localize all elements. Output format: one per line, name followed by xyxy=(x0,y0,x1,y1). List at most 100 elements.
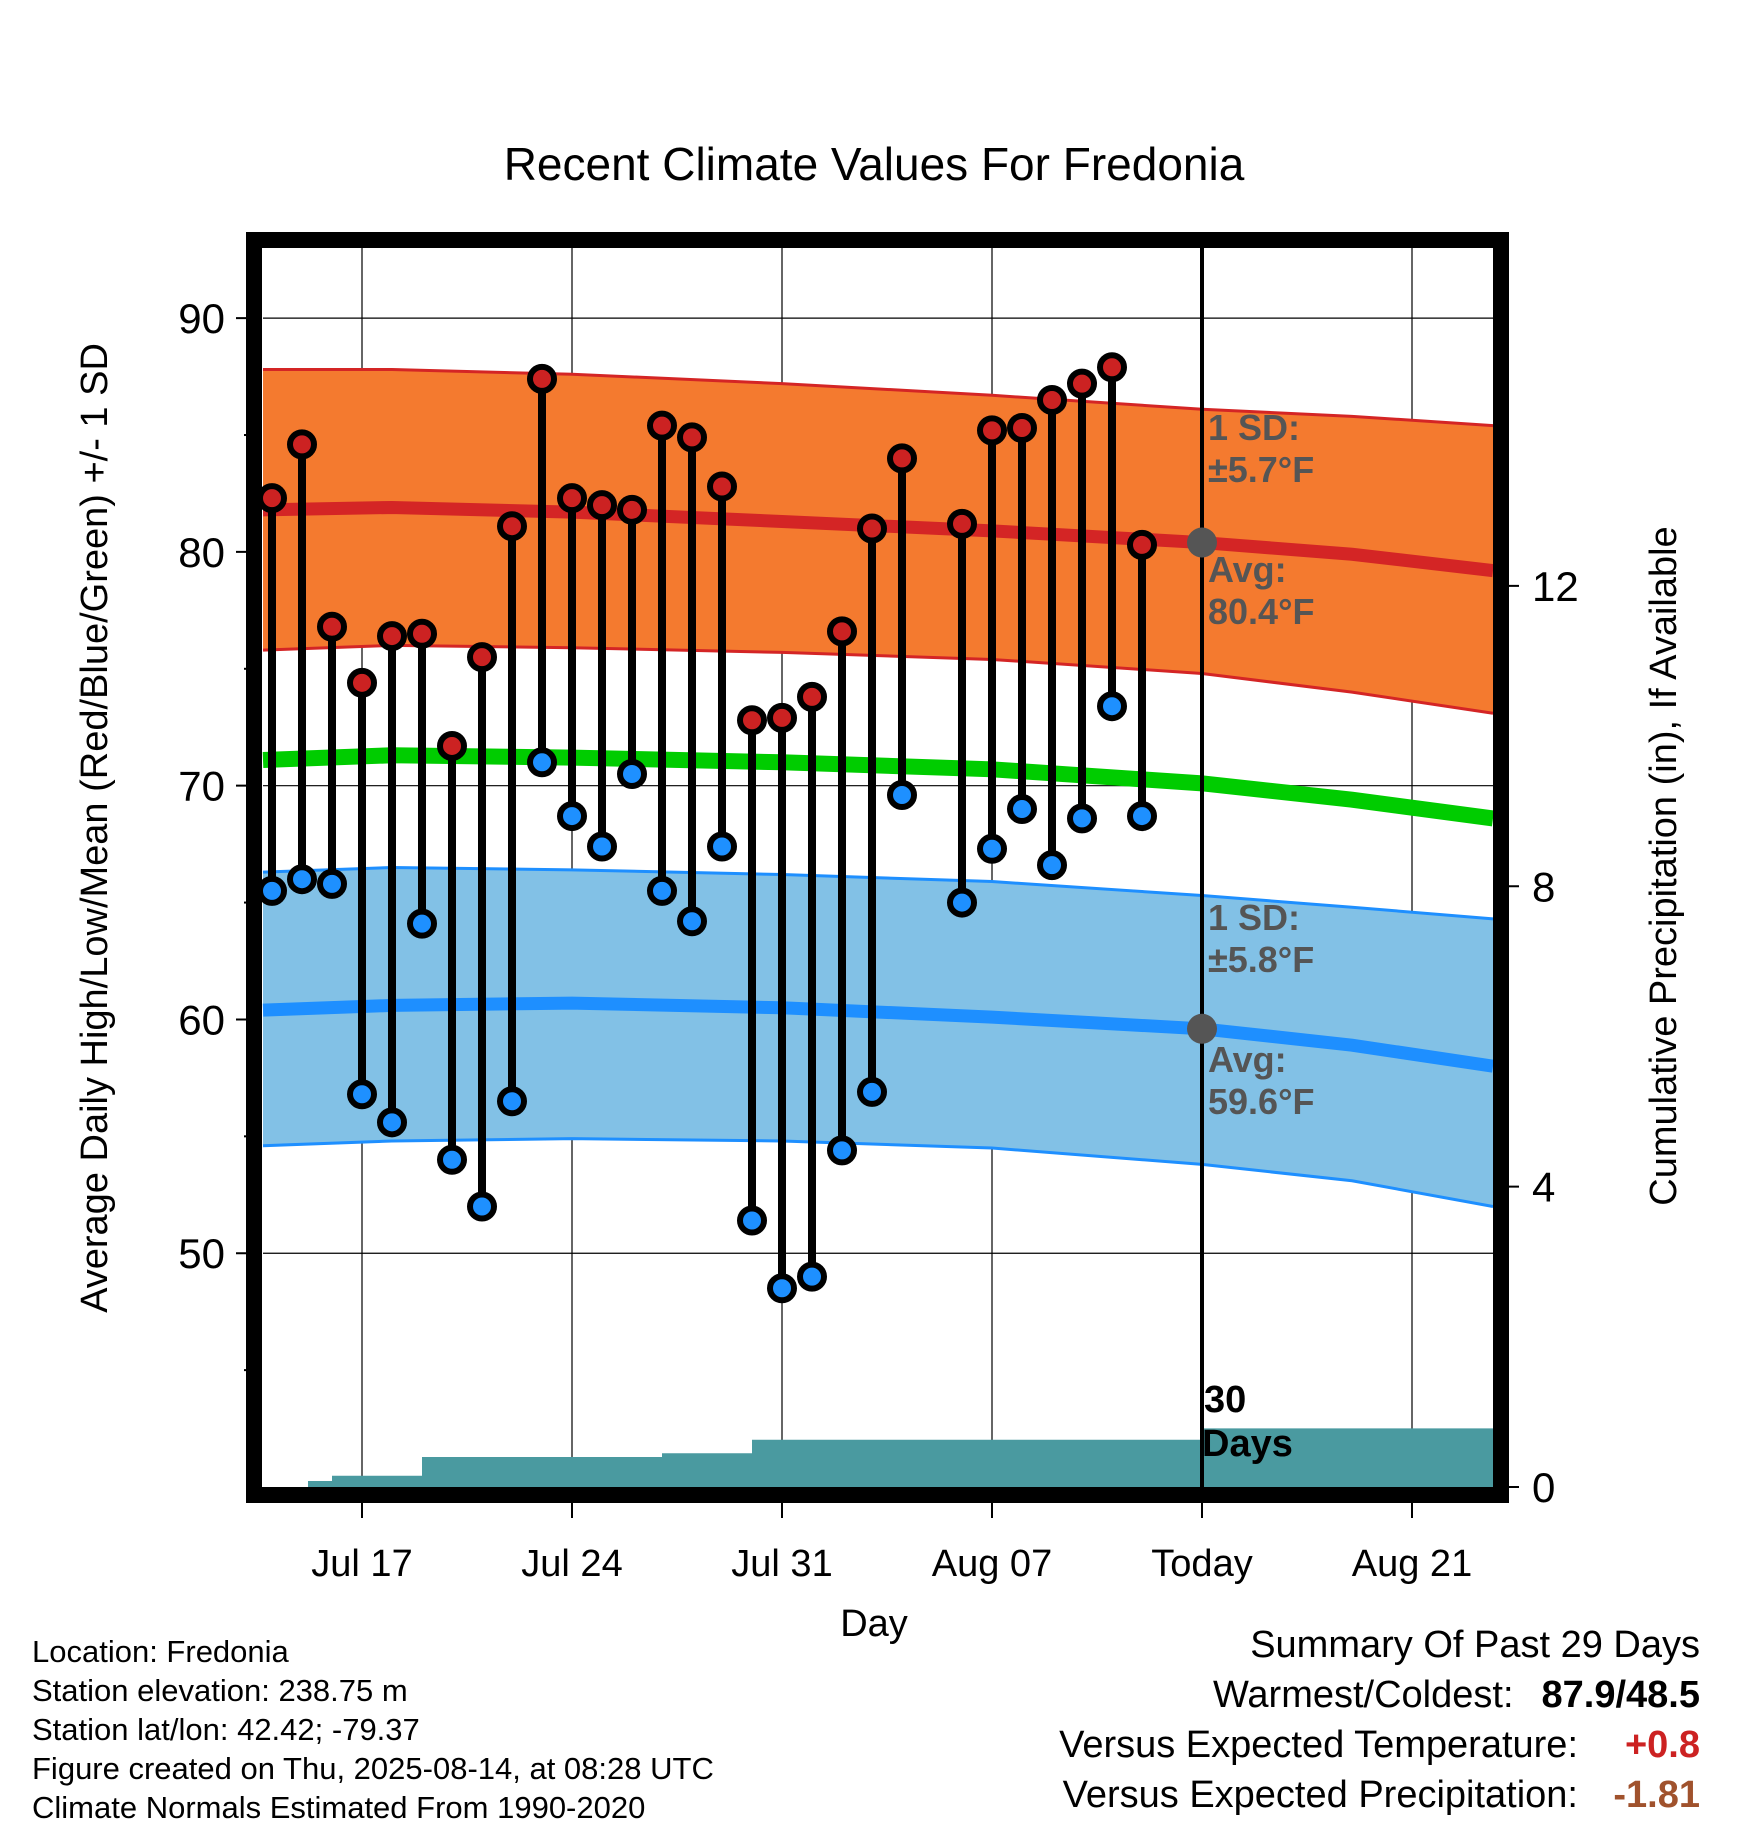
high-point xyxy=(467,642,497,673)
annotations: 1 SD: ±5.7°F Avg: 80.4°F 1 SD: ±5.8°F Av… xyxy=(1202,407,1314,1465)
high-point xyxy=(737,705,767,736)
low-lower-line xyxy=(262,1137,1494,1208)
y2-tick-label: 4 xyxy=(1532,1164,1555,1211)
x-tick-label: Jul 17 xyxy=(311,1543,412,1585)
x-tick-label: Jul 31 xyxy=(731,1543,832,1585)
high-point xyxy=(797,681,827,712)
x-tick-label: Jul 24 xyxy=(521,1543,622,1585)
y2-tick-label: 0 xyxy=(1532,1464,1555,1511)
low-point xyxy=(347,1079,377,1110)
temperature-value: +0.8 xyxy=(1624,1724,1700,1766)
summary-precipitation: Versus Expected Precipitation: -1.81 xyxy=(1059,1770,1700,1820)
x-axis-label: Day xyxy=(840,1603,908,1645)
summary-title: Summary Of Past 29 Days xyxy=(1250,1624,1700,1666)
high-point xyxy=(377,621,407,652)
low-point xyxy=(617,758,647,789)
high-point xyxy=(647,410,677,441)
y-axis-label: Average Daily High/Low/Mean (Red/Blue/Gr… xyxy=(74,343,116,1313)
high-point xyxy=(557,483,587,514)
high-avg-value: 80.4°F xyxy=(1208,591,1314,632)
high-point xyxy=(437,730,467,761)
location-text: Location: Fredonia xyxy=(32,1634,289,1669)
low-point xyxy=(287,864,317,895)
precipitation-area xyxy=(287,1428,1493,1487)
precip-days-number: 30 xyxy=(1204,1379,1246,1421)
normal-high-line xyxy=(262,500,1494,578)
high-point xyxy=(407,618,437,649)
low-point xyxy=(887,780,917,811)
low-sd-band xyxy=(263,867,1493,1207)
high-point xyxy=(857,513,887,544)
temperature-label: Versus Expected Temperature: xyxy=(1059,1724,1578,1766)
high-point xyxy=(1097,352,1127,383)
low-point xyxy=(557,801,587,832)
low-point xyxy=(1127,801,1157,832)
elevation-text: Station elevation: 238.75 m xyxy=(32,1673,408,1708)
high-point xyxy=(887,443,917,474)
high-point xyxy=(317,611,347,642)
latlon-text: Station lat/lon: 42.42; -79.37 xyxy=(32,1712,420,1747)
high-point xyxy=(257,483,287,514)
high-point xyxy=(947,508,977,539)
summary-panel: Summary Of Past 29 Days Warmest/Coldest:… xyxy=(1059,1620,1700,1820)
low-point xyxy=(257,875,287,906)
observed-temperatures xyxy=(257,352,1157,1304)
high-point xyxy=(617,494,647,525)
x-tick-label: Aug 21 xyxy=(1352,1543,1472,1585)
low-sd-label: 1 SD: xyxy=(1208,897,1300,938)
y-tick-label: 90 xyxy=(178,295,225,342)
high-sd-label: 1 SD: xyxy=(1208,407,1300,448)
cumulative-precip xyxy=(287,1428,1493,1487)
low-point xyxy=(767,1273,797,1304)
today-high-avg-dot xyxy=(1187,527,1217,558)
low-point xyxy=(1007,794,1037,825)
created-text: Figure created on Thu, 2025-08-14, at 08… xyxy=(32,1751,714,1786)
x-tick-label: Today xyxy=(1151,1543,1252,1585)
today-marker xyxy=(1187,248,1217,1487)
plot-frame xyxy=(246,232,1509,1503)
plot-border xyxy=(246,232,1509,1503)
high-point xyxy=(1127,529,1157,560)
high-point xyxy=(527,363,557,394)
low-point xyxy=(527,747,557,778)
warmest-coldest-value: 87.9/48.5 xyxy=(1541,1674,1700,1716)
low-point xyxy=(1037,850,1067,881)
high-point xyxy=(827,616,857,647)
low-point xyxy=(977,833,1007,864)
high-point xyxy=(1037,384,1067,415)
precip-days-label: Days xyxy=(1202,1423,1293,1465)
y2-tick-label: 8 xyxy=(1532,863,1555,910)
precipitation-value: -1.81 xyxy=(1613,1774,1700,1816)
normal-low-line xyxy=(262,996,1494,1073)
low-point xyxy=(497,1086,527,1117)
high-point xyxy=(977,415,1007,446)
high-point xyxy=(347,667,377,698)
y-tick-label: 60 xyxy=(178,996,225,1043)
normals-text: Climate Normals Estimated From 1990-2020 xyxy=(32,1790,646,1825)
chart-title: Recent Climate Values For Fredonia xyxy=(504,138,1245,190)
high-point xyxy=(767,702,797,733)
high-point xyxy=(1067,368,1097,399)
high-point xyxy=(1007,413,1037,444)
today-low-avg-dot xyxy=(1187,1013,1217,1044)
high-sd-value: ±5.7°F xyxy=(1208,449,1314,490)
low-point xyxy=(407,908,437,939)
low-point xyxy=(737,1205,767,1236)
y-tick-label: 80 xyxy=(178,529,225,576)
summary-temperature: Versus Expected Temperature: +0.8 xyxy=(1059,1720,1700,1770)
low-avg-label: Avg: xyxy=(1208,1039,1287,1080)
high-point xyxy=(497,511,527,542)
low-point xyxy=(797,1261,827,1292)
y-tick-label: 70 xyxy=(178,763,225,810)
station-info: Location: Fredonia Station elevation: 23… xyxy=(32,1632,714,1827)
low-point xyxy=(317,868,347,899)
high-point xyxy=(707,471,737,502)
x-tick-label: Aug 07 xyxy=(932,1543,1052,1585)
low-sd-value: ±5.8°F xyxy=(1208,939,1314,980)
low-point xyxy=(707,831,737,862)
low-point xyxy=(1067,803,1097,834)
y2-tick-label: 12 xyxy=(1532,563,1579,610)
y-tick-label: 50 xyxy=(178,1230,225,1277)
low-point xyxy=(677,906,707,937)
